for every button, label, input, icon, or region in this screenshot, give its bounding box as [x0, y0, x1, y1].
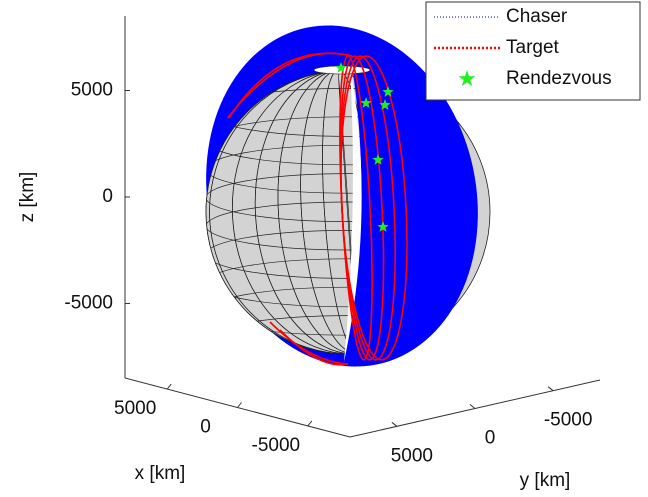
- x-tick-label: 5000: [114, 398, 156, 419]
- legend-label: Rendezvous: [506, 68, 612, 89]
- y-tick: [391, 421, 398, 427]
- rendezvous-point: [372, 153, 384, 165]
- y-tick-label: -5000: [544, 410, 593, 431]
- target-orbit: [226, 52, 353, 119]
- legend-label: Target: [506, 37, 560, 58]
- parallel: [206, 258, 362, 308]
- target-orbit: [340, 55, 408, 361]
- x-tick-label: -5000: [252, 435, 301, 456]
- rendezvous-point: [382, 86, 394, 97]
- x-axis-label: x [km]: [135, 463, 186, 484]
- rendezvous-point: [377, 221, 389, 232]
- rendezvous-point: [335, 62, 347, 73]
- parallel: [206, 116, 362, 166]
- x-tick: [166, 383, 172, 390]
- y-axis-label: y [km]: [520, 470, 571, 491]
- legend-box: [425, 1, 641, 101]
- parallel: [206, 144, 362, 194]
- legend: Chaser Target ★ Rendezvous: [425, 1, 641, 101]
- x-tick: [307, 420, 313, 427]
- orbit-gap: [344, 66, 362, 362]
- scene: [205, 25, 491, 367]
- rendezvous-point: [379, 99, 391, 110]
- z-tick-label: 0: [102, 186, 113, 207]
- z-tick-label: 5000: [71, 80, 113, 101]
- legend-label: Chaser: [506, 6, 568, 27]
- x-tick-label: 0: [200, 417, 211, 438]
- rendezvous-point: [360, 97, 372, 108]
- y-tick-label: 0: [485, 428, 496, 449]
- z-axis-label: z [km]: [17, 172, 38, 223]
- z-tick-label: -5000: [64, 292, 113, 313]
- target-orbit: [269, 321, 349, 365]
- y-tick: [469, 404, 476, 409]
- y-tick-label: 5000: [391, 445, 433, 466]
- x-tick: [237, 402, 242, 408]
- legend-swatch: ★: [457, 66, 477, 91]
- y-tick: [547, 386, 554, 392]
- axes: 5000 0 -5000 5000 0 -5000 5000 0 -5000: [64, 16, 601, 466]
